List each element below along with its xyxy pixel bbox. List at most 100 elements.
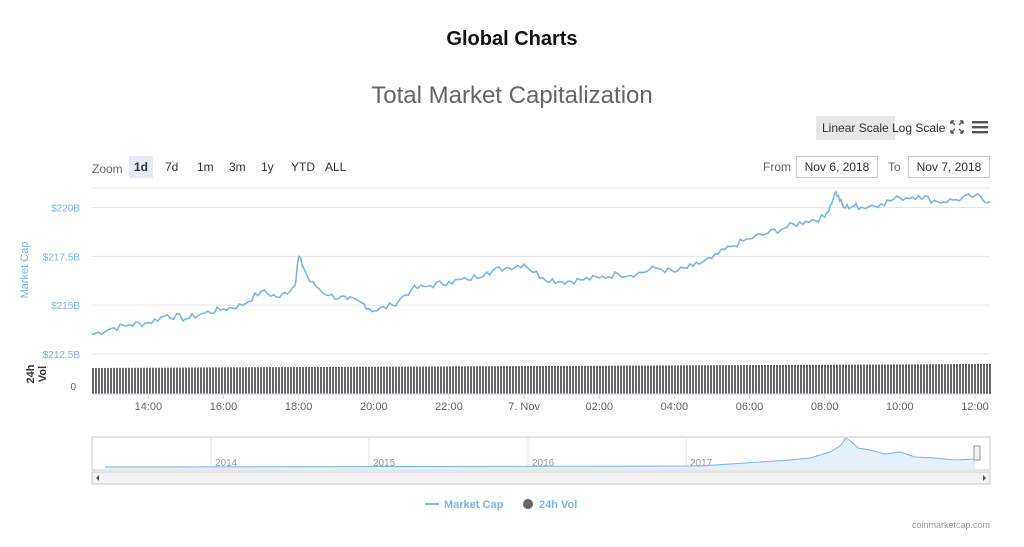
volume-bar <box>407 366 409 394</box>
volume-bar <box>941 364 943 394</box>
navigator-scrollbar <box>91 471 991 485</box>
volume-bar <box>695 365 697 394</box>
volume-bar <box>320 366 322 394</box>
navigator[interactable]: 20142015201620172018 <box>91 436 991 485</box>
volume-bar <box>545 365 547 394</box>
volume-bar <box>644 365 646 394</box>
volume-bar <box>383 366 385 394</box>
volume-bar <box>932 364 934 394</box>
volume-bar <box>281 367 283 394</box>
volume-bar <box>815 364 817 394</box>
volume-bar <box>224 367 226 394</box>
x-tick-label: 12:00 <box>961 401 989 413</box>
zoom-7d-button[interactable]: 7d <box>165 160 179 174</box>
fullscreen-icon[interactable] <box>950 120 964 134</box>
from-date-input[interactable]: Nov 6, 2018 <box>796 156 878 178</box>
volume-bar <box>608 365 610 394</box>
volume-bar <box>419 366 421 394</box>
y-tick-label: $220B <box>51 204 80 215</box>
volume-bar <box>110 367 112 394</box>
volume-bar <box>971 364 973 394</box>
menu-icon[interactable] <box>972 120 988 134</box>
volume-bar <box>395 366 397 394</box>
volume-bar <box>275 367 277 394</box>
volume-bar <box>245 367 247 394</box>
volume-bar <box>98 367 100 394</box>
volume-bar <box>158 367 160 394</box>
chart-title: Total Market Capitalization <box>371 82 653 109</box>
volume-bar <box>323 366 325 394</box>
volume-bar <box>641 365 643 394</box>
zoom-3m-button[interactable]: 3m <box>229 160 246 174</box>
zoom-label: Zoom <box>92 162 123 176</box>
volume-bar <box>593 365 595 394</box>
volume-bar <box>440 366 442 394</box>
volume-bar <box>488 366 490 394</box>
volume-bar <box>104 367 106 394</box>
volume-bar <box>431 366 433 394</box>
to-date-input[interactable]: Nov 7, 2018 <box>908 156 990 178</box>
volume-bar <box>494 366 496 394</box>
volume-bar <box>560 365 562 394</box>
volume-bar <box>497 366 499 394</box>
volume-bar <box>482 366 484 394</box>
volume-bar <box>299 367 301 394</box>
volume-bar <box>527 366 529 394</box>
volume-bar <box>749 365 751 394</box>
volume-bar <box>911 364 913 394</box>
volume-bar <box>548 365 550 394</box>
zoom-1y-button[interactable]: 1y <box>261 160 274 174</box>
x-tick-label: 7. Nov <box>508 401 540 413</box>
volume-bar <box>725 365 727 394</box>
volume-bar <box>752 365 754 394</box>
volume-bar <box>422 366 424 394</box>
x-axis: 14:00 16:00 18:00 20:00 22:00 7. Nov 02:00 04:0… <box>135 394 989 413</box>
legend[interactable]: Market Cap 24h Vol <box>425 499 577 511</box>
volume-bar <box>839 364 841 394</box>
volume-bar <box>746 365 748 394</box>
volume-bar <box>647 365 649 394</box>
volume-bar <box>329 366 331 394</box>
volume-bar <box>665 365 667 394</box>
volume-bar <box>632 365 634 394</box>
y-tick-label: $215B <box>51 301 80 312</box>
linear-scale-button[interactable]: Linear Scale <box>816 116 895 140</box>
volume-bar <box>455 366 457 394</box>
volume-bar <box>773 364 775 394</box>
volume-bar <box>674 365 676 394</box>
scroll-right-icon <box>983 475 986 481</box>
volume-bar <box>266 367 268 394</box>
volume-bar <box>461 366 463 394</box>
volume-bar <box>404 366 406 394</box>
volume-bar <box>794 364 796 394</box>
volume-bar <box>257 367 259 394</box>
volume-bar <box>227 367 229 394</box>
volume-bar <box>866 364 868 394</box>
log-scale-button[interactable]: Log Scale <box>892 121 946 135</box>
volume-bar <box>512 366 514 394</box>
zoom-all-button[interactable]: ALL <box>325 160 347 174</box>
volume-bar <box>536 366 538 394</box>
x-tick-label: 14:00 <box>135 401 163 413</box>
credit-link[interactable]: coinmarketcap.com <box>911 520 990 530</box>
volume-bar <box>686 365 688 394</box>
volume-bar <box>563 365 565 394</box>
zoom-1m-button[interactable]: 1m <box>197 160 214 174</box>
volume-bar <box>818 364 820 394</box>
volume-bar <box>875 364 877 394</box>
volume-bar <box>263 367 265 394</box>
volume-bar <box>179 367 181 394</box>
zoom-ytd-button[interactable]: YTD <box>291 160 315 174</box>
volume-bar <box>959 364 961 394</box>
volume-bar <box>650 365 652 394</box>
volume-bar <box>476 366 478 394</box>
volume-bar <box>617 365 619 394</box>
volume-bar <box>509 366 511 394</box>
zoom-1d-button[interactable]: 1d <box>129 156 154 178</box>
volume-bar <box>452 366 454 394</box>
volume-bar <box>677 365 679 394</box>
navigator-tick-label: 2016 <box>532 458 555 469</box>
volume-bar <box>926 364 928 394</box>
volume-bar <box>101 367 103 394</box>
volume-bar <box>239 367 241 394</box>
